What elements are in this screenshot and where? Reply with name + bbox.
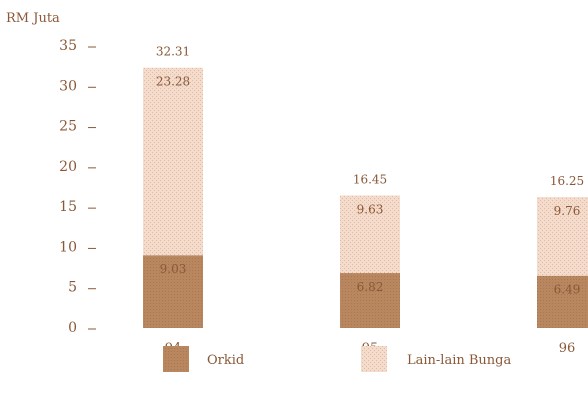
total-label: 16.25 bbox=[550, 174, 584, 188]
data-label: 6.82 bbox=[357, 280, 384, 294]
data-label: 9.63 bbox=[357, 202, 384, 216]
legend-label-orkid: Orkid bbox=[207, 353, 244, 368]
data-label: 9.76 bbox=[554, 204, 581, 218]
bars: 9.03 23.28 32.31 6.82 9.63 16.45 6.49 9.76 16.25 bbox=[143, 45, 588, 328]
y-tick-label: 35 bbox=[59, 38, 77, 54]
y-axis-label: RM Juta bbox=[6, 11, 60, 26]
x-tick-label: 96 bbox=[559, 341, 576, 356]
total-label: 32.31 bbox=[156, 45, 190, 59]
y-axis: 0 5 10 15 20 25 30 35 bbox=[59, 38, 96, 336]
y-tick-label: 30 bbox=[59, 78, 77, 94]
legend: Orkid Lain-lain Bunga bbox=[163, 346, 511, 372]
bar-segment-orkid-95 bbox=[340, 273, 400, 328]
bar-segment-lain-lain-bunga-96 bbox=[537, 197, 588, 276]
y-tick-label: 5 bbox=[68, 280, 77, 296]
bar-segment-orkid-96 bbox=[537, 275, 588, 328]
y-tick-label: 25 bbox=[59, 119, 77, 135]
data-label: 6.49 bbox=[554, 283, 581, 297]
y-tick-label: 0 bbox=[68, 320, 77, 336]
bar-segment-orkid-94 bbox=[143, 255, 203, 328]
y-tick-label: 10 bbox=[59, 239, 77, 255]
data-label: 9.03 bbox=[160, 262, 187, 276]
bar-segment-lain-lain-bunga-94 bbox=[143, 67, 203, 256]
bar-segment-lain-lain-bunga-95 bbox=[340, 195, 400, 274]
legend-swatch-orkid bbox=[163, 346, 189, 372]
legend-label-lain-lain-bunga: Lain-lain Bunga bbox=[407, 353, 511, 368]
total-label: 16.45 bbox=[353, 172, 387, 186]
data-label: 23.28 bbox=[156, 75, 190, 89]
legend-swatch-lain-lain-bunga bbox=[361, 346, 387, 372]
y-tick-label: 20 bbox=[59, 159, 77, 175]
y-tick-label: 15 bbox=[59, 199, 77, 215]
